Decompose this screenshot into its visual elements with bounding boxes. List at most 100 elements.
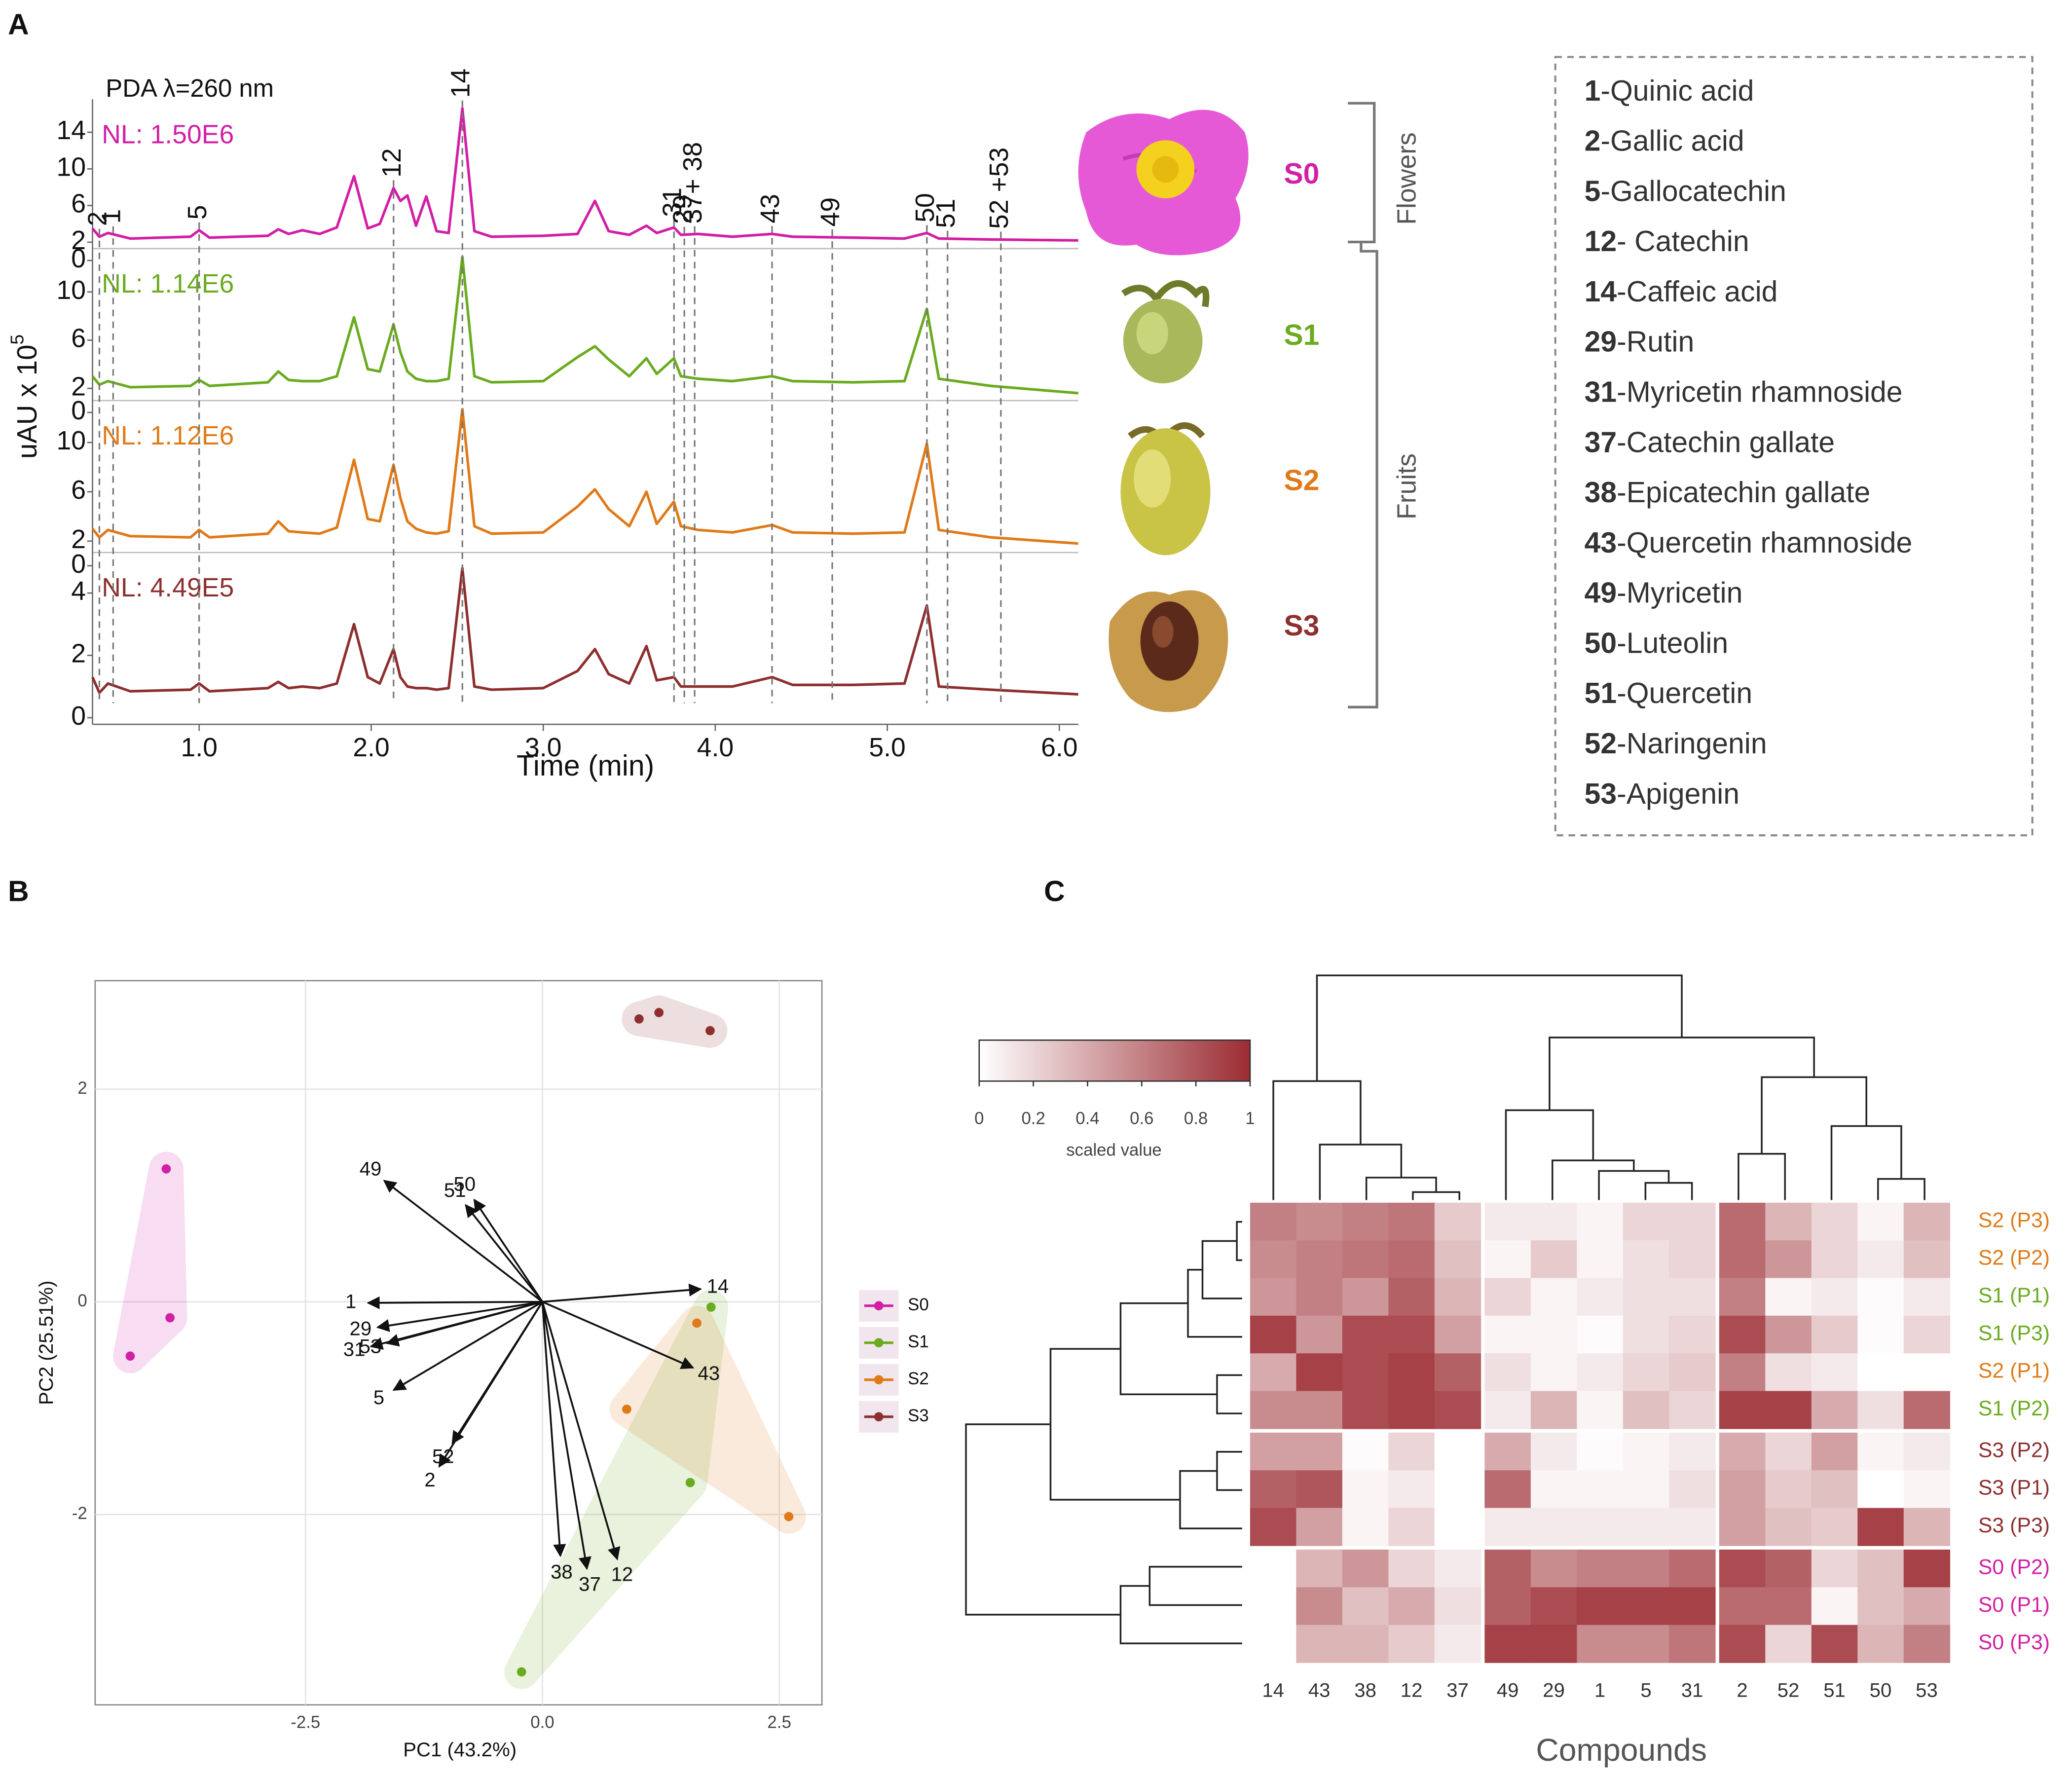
heatmap-cell xyxy=(1342,1240,1389,1279)
group-hull xyxy=(622,995,728,1048)
heatmap-cell xyxy=(1250,1432,1297,1471)
heatmap-cell xyxy=(1669,1508,1716,1546)
heatmap-cell xyxy=(1484,1508,1531,1546)
peak-label: 43 xyxy=(756,194,785,223)
heatmap-cell xyxy=(1388,1508,1435,1546)
heatmap-cell xyxy=(1388,1549,1435,1588)
heatmap-cell xyxy=(1623,1240,1670,1279)
legend-key-dot xyxy=(874,1412,884,1422)
peak-label: 29 xyxy=(668,195,697,224)
heatmap-cell xyxy=(1765,1470,1812,1509)
legend-label: S3 xyxy=(908,1406,929,1425)
heatmap-cell xyxy=(1857,1240,1904,1279)
peak-label: 51 xyxy=(931,199,961,228)
heatmap-cell xyxy=(1388,1470,1435,1509)
heatmap-cell xyxy=(1765,1587,1812,1626)
heatmap-cell xyxy=(1669,1315,1716,1354)
heatmap-cell xyxy=(1857,1391,1904,1429)
x-tick-label: 1.0 xyxy=(181,733,217,762)
x-tick-label: 3.0 xyxy=(525,733,561,762)
heatmap-cell xyxy=(1577,1470,1624,1509)
compound-name: -Rutin xyxy=(1617,326,1694,358)
score-point xyxy=(517,1667,526,1677)
compound-item: 49-Myricetin xyxy=(1585,577,1743,609)
y-tick-label: 2 xyxy=(71,372,86,401)
heatmap-cell xyxy=(1434,1353,1481,1392)
panel-label: A xyxy=(8,8,29,40)
heatmap-cell xyxy=(1530,1625,1578,1663)
compound-item: 31-Myricetin rhamnoside xyxy=(1585,376,1903,408)
compound-name: -Naringenin xyxy=(1617,728,1767,760)
heatmap-cell xyxy=(1857,1625,1904,1663)
heatmap-cell xyxy=(1296,1549,1343,1588)
heatmap-cell xyxy=(1811,1470,1858,1509)
heatmap-cell xyxy=(1669,1470,1716,1509)
column-label: 12 xyxy=(1401,1679,1423,1702)
trace-line xyxy=(91,408,1078,545)
compound-number: 50 xyxy=(1585,627,1617,659)
nl-label: NL: 4.49E5 xyxy=(102,573,234,602)
compound-number: 12 xyxy=(1585,225,1617,258)
heatmap-cell xyxy=(1484,1432,1531,1471)
nl-label: NL: 1.12E6 xyxy=(102,421,234,450)
y-axis-title-exp: 5 xyxy=(6,334,27,345)
row-label: S0 (P3) xyxy=(1978,1631,2050,1654)
heatmap-cell xyxy=(1719,1315,1766,1354)
row-label: S2 (P2) xyxy=(1978,1246,2050,1270)
heatmap-cell xyxy=(1250,1470,1297,1509)
heatmap-cell xyxy=(1669,1587,1716,1626)
loading-label: 14 xyxy=(707,1275,729,1297)
compound-name: -Quercetin rhamnoside xyxy=(1617,526,1912,558)
heatmap-cell xyxy=(1530,1549,1578,1588)
y-tick-label: 0 xyxy=(71,396,86,425)
loading-arrow xyxy=(376,1300,543,1332)
heatmap-cell xyxy=(1903,1587,1951,1626)
compound-name: -Epicatechin gallate xyxy=(1617,477,1870,509)
heatmap-cell xyxy=(1765,1549,1812,1588)
heatmap-cell xyxy=(1484,1202,1531,1241)
heatmap-cell xyxy=(1577,1432,1624,1471)
heatmap-cell xyxy=(1342,1391,1389,1429)
heatmap-cell xyxy=(1484,1470,1531,1509)
heatmap-cell xyxy=(1765,1315,1812,1354)
heatmap-cell xyxy=(1623,1278,1670,1316)
heatmap-cell xyxy=(1342,1625,1389,1663)
trace-line xyxy=(91,107,1078,242)
column-label: 1 xyxy=(1594,1679,1605,1702)
row-label: S3 (P1) xyxy=(1978,1476,2050,1500)
row-label: S0 (P2) xyxy=(1978,1555,2050,1579)
heatmap-cell xyxy=(1577,1587,1624,1626)
heatmap-cell xyxy=(1857,1202,1904,1241)
heatmap-cell xyxy=(1765,1278,1812,1316)
y-tick-label: 10 xyxy=(57,152,86,182)
heatmap-cell xyxy=(1857,1315,1904,1354)
heatmap-cell xyxy=(1577,1202,1624,1241)
heatmap-cell xyxy=(1342,1587,1389,1626)
heatmap-cell xyxy=(1250,1549,1297,1588)
heatmap-cell xyxy=(1765,1202,1812,1241)
peak-label: 12 xyxy=(377,148,407,178)
heatmap-cell xyxy=(1811,1549,1858,1588)
heatmap-cell xyxy=(1530,1353,1578,1392)
column-label: 29 xyxy=(1543,1679,1565,1702)
legend-label: S1 xyxy=(908,1332,929,1351)
y-axis-title: uAU x 105 xyxy=(6,334,42,459)
heatmap-cell xyxy=(1857,1470,1904,1509)
heatmap-cell xyxy=(1765,1432,1812,1471)
peak-label: 50 xyxy=(911,193,940,222)
heatmap-cell xyxy=(1434,1202,1481,1241)
score-point xyxy=(654,1008,664,1017)
column-label: 50 xyxy=(1870,1679,1892,1702)
y-tick-label: 6 xyxy=(71,476,86,505)
loading-arrow xyxy=(473,1198,544,1302)
heatmap-cell xyxy=(1434,1508,1481,1546)
heatmap-cell xyxy=(1857,1508,1904,1546)
compound-name: -Myricetin rhamnoside xyxy=(1617,376,1902,408)
heatmap-cell xyxy=(1530,1240,1578,1279)
heatmap-cell xyxy=(1530,1202,1578,1241)
heatmap-cell xyxy=(1623,1432,1670,1471)
heatmap-cell xyxy=(1342,1470,1389,1509)
heatmap-cell xyxy=(1250,1278,1297,1316)
heatmap-cell xyxy=(1250,1240,1297,1279)
heatmap-cell xyxy=(1484,1549,1531,1588)
